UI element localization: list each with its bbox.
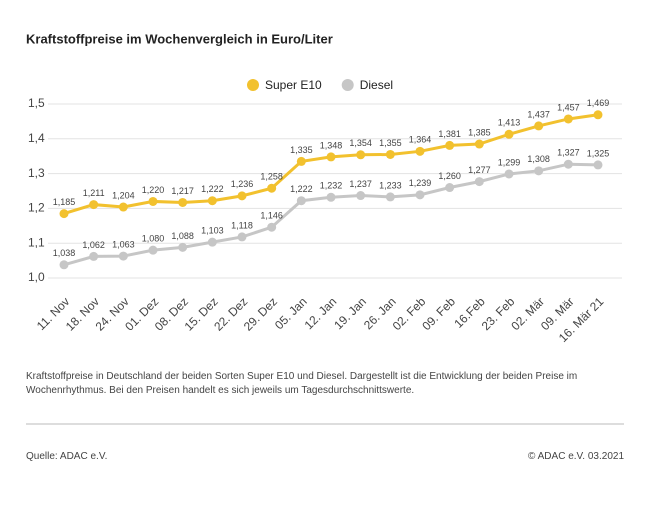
copyright: © ADAC e.V. 03.2021: [528, 451, 624, 462]
data-point: [445, 140, 455, 150]
data-point: [356, 150, 366, 160]
data-point: [296, 196, 306, 206]
data-point: [89, 251, 99, 261]
data-point: [534, 121, 544, 131]
data-label: 1,204: [112, 190, 135, 200]
y-tick-label: 1,0: [28, 270, 45, 284]
y-tick-label: 1,3: [28, 166, 45, 180]
data-label: 1,354: [349, 138, 372, 148]
data-point: [356, 191, 366, 201]
data-label: 1,413: [498, 118, 521, 128]
data-label: 1,217: [171, 186, 194, 196]
data-point: [178, 242, 188, 252]
data-label: 1,469: [587, 98, 610, 108]
data-label: 1,062: [82, 240, 105, 250]
x-tick-label: 05. Jan: [272, 294, 310, 332]
data-label: 1,325: [587, 148, 610, 158]
data-label: 1,063: [112, 239, 135, 249]
data-point: [445, 183, 455, 193]
data-point: [326, 192, 336, 202]
x-tick-label: 09. Feb: [419, 294, 458, 333]
data-label: 1,237: [349, 179, 372, 189]
source: Quelle: ADAC e.V.: [26, 451, 108, 462]
data-point: [207, 196, 217, 206]
data-point: [59, 209, 69, 219]
data-label: 1,080: [142, 234, 165, 244]
data-label: 1,222: [290, 184, 313, 194]
data-point: [593, 110, 603, 120]
data-label: 1,258: [260, 172, 283, 182]
data-point: [118, 202, 128, 212]
data-label: 1,260: [438, 171, 461, 181]
data-label: 1,220: [142, 185, 165, 195]
data-label: 1,088: [171, 231, 194, 241]
data-label: 1,327: [557, 148, 580, 158]
data-point: [415, 190, 425, 200]
data-label: 1,146: [260, 211, 283, 221]
data-label: 1,335: [290, 145, 313, 155]
data-label: 1,385: [468, 127, 491, 137]
data-point: [148, 196, 158, 206]
data-label: 1,364: [409, 135, 432, 145]
data-point: [415, 146, 425, 156]
series-line: [63, 162, 599, 267]
y-tick-label: 1,5: [28, 96, 45, 110]
y-tick-label: 1,4: [28, 131, 45, 145]
data-point: [118, 251, 128, 261]
data-point: [385, 192, 395, 202]
data-point: [237, 191, 247, 201]
data-label: 1,185: [53, 197, 76, 207]
y-tick-label: 1,2: [28, 201, 45, 215]
legend-marker: [247, 79, 259, 91]
data-label: 1,348: [320, 140, 343, 150]
x-tick-label: 12. Jan: [302, 294, 340, 332]
data-point: [207, 237, 217, 247]
data-point: [563, 114, 573, 124]
data-label: 1,103: [201, 226, 224, 236]
data-label: 1,299: [498, 157, 521, 167]
data-point: [593, 160, 603, 170]
legend-label: Super E10: [265, 78, 322, 92]
footnote: Kraftstoffpreise in Deutschland der beid…: [26, 371, 578, 396]
data-label: 1,222: [201, 184, 224, 194]
data-label: 1,233: [379, 180, 402, 190]
data-point: [474, 139, 484, 149]
data-point: [504, 169, 514, 179]
data-label: 1,211: [83, 188, 105, 198]
data-point: [148, 245, 158, 255]
data-label: 1,381: [438, 129, 461, 139]
data-point: [504, 129, 514, 139]
data-label: 1,457: [557, 102, 580, 112]
data-point: [296, 156, 306, 166]
data-label: 1,355: [379, 138, 402, 148]
data-point: [326, 152, 336, 162]
data-point: [178, 197, 188, 207]
data-point: [534, 166, 544, 176]
x-tick-label: 29. Dez: [241, 294, 280, 333]
data-point: [474, 177, 484, 187]
legend-label: Diesel: [360, 78, 393, 92]
data-label: 1,118: [231, 220, 253, 230]
data-label: 1,308: [527, 154, 550, 164]
y-tick-label: 1,1: [28, 235, 45, 249]
data-label: 1,277: [468, 165, 491, 175]
data-point: [267, 183, 277, 193]
data-point: [385, 149, 395, 159]
data-label: 1,232: [320, 181, 343, 191]
data-point: [89, 200, 99, 210]
data-point: [237, 232, 247, 242]
chart-title: Kraftstoffpreise im Wochenvergleich in E…: [26, 31, 333, 46]
data-label: 1,236: [231, 179, 254, 189]
data-label: 1,239: [409, 178, 432, 188]
legend-marker: [341, 79, 354, 91]
data-point: [59, 260, 69, 270]
data-label: 1,437: [527, 109, 550, 119]
data-label: 1,038: [53, 248, 76, 258]
x-tick-label: 19. Jan: [331, 294, 369, 332]
data-point: [267, 222, 277, 232]
data-point: [563, 159, 573, 169]
